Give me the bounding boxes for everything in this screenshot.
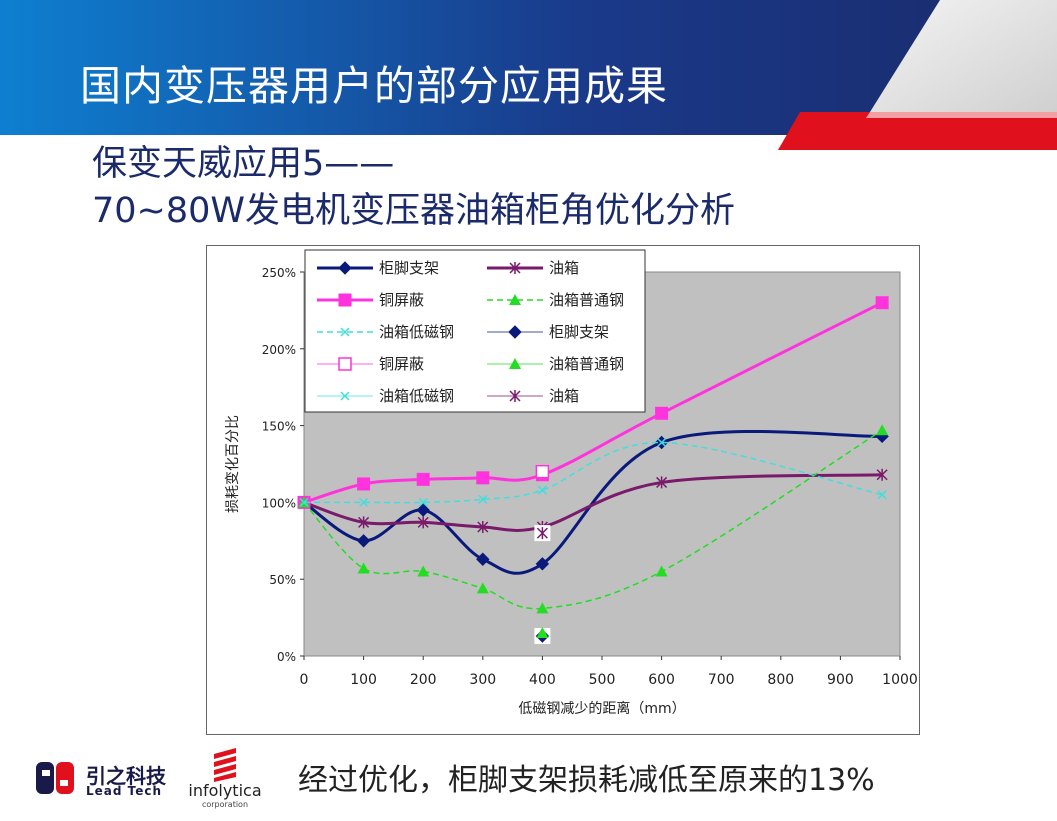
series-4-point xyxy=(657,437,667,448)
x-tick-label: 1000 xyxy=(882,672,918,688)
x-tick-label: 400 xyxy=(529,672,556,688)
series-1-point xyxy=(876,468,888,481)
series-3-point xyxy=(536,602,549,614)
x-tick-label: 100 xyxy=(350,672,377,688)
series-2-point xyxy=(476,471,490,485)
x-tick-label: 800 xyxy=(767,672,794,688)
series-2-point xyxy=(655,406,669,420)
series-4-point xyxy=(299,497,309,507)
y-tick-label: 200% xyxy=(262,343,296,357)
series-4-point xyxy=(478,494,488,504)
series-2-point xyxy=(416,472,430,486)
x-tick-label: 0 xyxy=(300,672,309,688)
series-1-point xyxy=(358,516,370,529)
legend-marker xyxy=(340,327,350,337)
optimized-point-2 xyxy=(536,626,549,638)
infolytica-sub: corporation xyxy=(201,800,249,809)
legend-label: 柜脚支架 xyxy=(549,323,609,341)
lead-tech-mark-icon xyxy=(36,762,74,794)
series-2-point xyxy=(357,477,371,491)
x-tick-label: 700 xyxy=(708,672,735,688)
series-line-1 xyxy=(303,473,883,532)
legend-marker xyxy=(509,358,521,369)
legend-marker xyxy=(338,293,352,307)
series-2-point xyxy=(875,296,889,310)
infolytica-logo: infolytica corporation xyxy=(180,746,270,816)
y-tick-label: 0% xyxy=(277,650,296,664)
series-3-point xyxy=(417,565,430,577)
chart-frame: 0% 50% 100% 150% 200% 250% 0 100 200 300 400 500 600… xyxy=(206,245,920,735)
legend-label: 油箱普通钢 xyxy=(549,355,624,373)
slide-title: 国内变压器用户的部分应用成果 xyxy=(80,62,668,110)
legend-marker xyxy=(338,357,352,371)
x-tick-label: 200 xyxy=(410,672,437,688)
legend-box xyxy=(304,249,646,413)
y-tick-label: 50% xyxy=(269,573,296,587)
legend-label: 油箱 xyxy=(549,259,579,277)
legend-marker xyxy=(508,325,522,339)
series-0-point xyxy=(356,534,371,548)
optimized-point-4 xyxy=(536,527,548,540)
x-tick-label: 900 xyxy=(827,672,854,688)
y-tick-label: 250% xyxy=(262,266,296,280)
optimized-point-1 xyxy=(535,464,550,479)
legend-label: 油箱 xyxy=(549,387,579,405)
infolytica-mark-icon xyxy=(214,748,236,782)
legend-label: 铜屏蔽 xyxy=(379,291,424,309)
x-tick-label: 500 xyxy=(589,672,616,688)
series-1-point xyxy=(417,516,429,529)
lead-tech-cn-name: 引之科技 xyxy=(86,764,166,788)
series-0-point xyxy=(535,557,550,571)
series-3-point xyxy=(876,424,889,436)
conclusion-text: 经过优化，柜脚支架损耗减低至原来的13% xyxy=(298,763,875,798)
loss-chart: 0% 50% 100% 150% 200% 250% 0 100 200 300 400 500 600… xyxy=(225,249,918,717)
y-tick-label: 100% xyxy=(262,496,296,510)
legend-marker xyxy=(340,391,350,401)
series-line-3 xyxy=(303,429,883,610)
legend-marker xyxy=(509,294,521,305)
x-axis-title: 低磁钢减少的距离（mm） xyxy=(518,700,685,717)
series-line-4 xyxy=(303,441,883,504)
x-tick-label: 300 xyxy=(469,672,496,688)
series-3-point xyxy=(357,562,370,574)
legend-label: 油箱低磁钢 xyxy=(379,323,454,341)
series-4-point xyxy=(418,497,428,507)
legend-label: 柜脚支架 xyxy=(379,259,439,277)
series-0-point xyxy=(416,503,430,517)
series-3-point xyxy=(655,565,668,577)
y-tick-label: 150% xyxy=(262,420,296,434)
x-tick-label: 600 xyxy=(648,672,675,688)
legend-marker xyxy=(509,390,521,402)
legend-label: 铜屏蔽 xyxy=(379,355,424,373)
slide-subtitle-line1: 保变天威应用5—— xyxy=(92,144,395,184)
lead-tech-en-name: Lead Tech xyxy=(86,784,163,798)
series-line-0 xyxy=(303,429,883,575)
series-line-2 xyxy=(303,301,883,504)
series-0-point xyxy=(476,552,490,566)
series-3-point xyxy=(476,582,489,594)
title-banner xyxy=(0,0,1057,150)
series-4-point xyxy=(877,490,887,500)
slide-subtitle-line2: 70~80W发电机变压器油箱柜角优化分析 xyxy=(92,191,736,231)
infolytica-name: infolytica xyxy=(188,781,262,800)
legend-marker xyxy=(509,262,521,274)
series-1-point xyxy=(656,476,668,489)
legend-label: 油箱低磁钢 xyxy=(379,387,454,405)
optimized-point-3 xyxy=(537,485,547,495)
y-axis-title: 损耗变化百分比 xyxy=(225,415,241,513)
series-1-point xyxy=(477,520,489,533)
series-4-point xyxy=(359,497,369,507)
legend-marker xyxy=(338,261,352,275)
lead-tech-logo: 引之科技 Lead Tech xyxy=(34,758,174,802)
legend-label: 油箱普通钢 xyxy=(549,291,624,309)
